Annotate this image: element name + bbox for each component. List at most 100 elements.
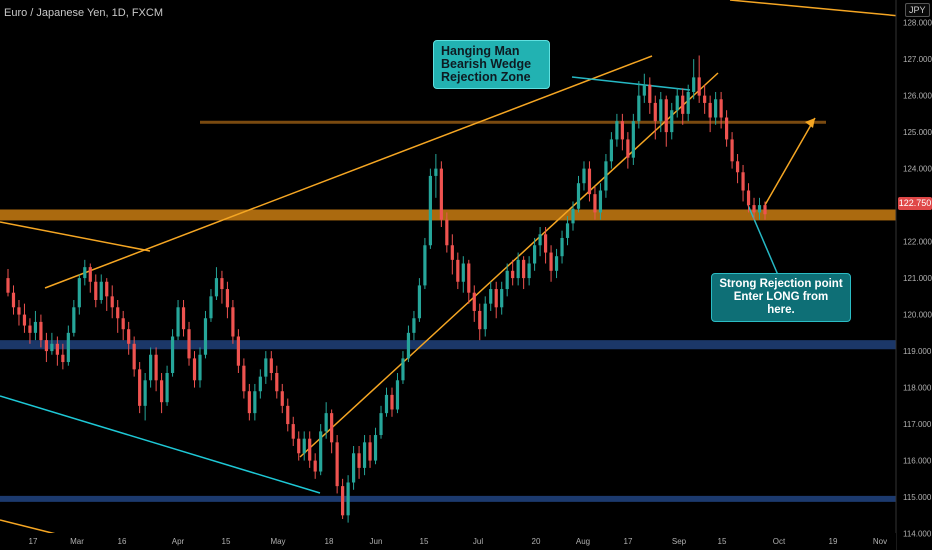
candle-body [39, 321, 43, 341]
candle-body [445, 219, 449, 246]
candle-body [598, 190, 603, 213]
time-tick-label: 20 [532, 537, 541, 546]
candle-body [384, 394, 389, 414]
callout-line-1: Strong Rejection point [719, 278, 843, 290]
candle-body [697, 77, 701, 96]
candle-body [149, 354, 153, 381]
candle-body [604, 161, 608, 191]
candle-body [439, 168, 443, 220]
callout-line-2: Bearish Wedge [441, 57, 532, 71]
candle-body [220, 278, 224, 290]
candle-body [494, 289, 498, 308]
callout-line-1: Hanging Man [441, 44, 520, 58]
candle-body [543, 234, 548, 253]
candle-body [203, 318, 208, 355]
time-tick-label: May [270, 537, 285, 546]
candle-body [730, 139, 734, 162]
candle-body [99, 281, 103, 300]
candle-body [631, 121, 635, 158]
candle-body [143, 380, 147, 406]
time-tick-label: Oct [773, 537, 786, 546]
candle-body [406, 332, 411, 359]
candle-body [428, 175, 432, 246]
candle-body [94, 281, 98, 300]
time-tick-label: Jul [473, 537, 483, 546]
candle-body [308, 438, 312, 461]
callout2-pointer [747, 204, 779, 276]
price-tick-label: 117.000 [903, 420, 932, 429]
candle-body [55, 343, 59, 355]
price-tick-label: 114.000 [903, 530, 932, 539]
candle-body [719, 99, 723, 118]
candle-body [258, 376, 262, 392]
candle-body [127, 329, 131, 344]
candle-body [434, 168, 438, 176]
candle-body [176, 307, 180, 337]
price-tick-label: 115.000 [903, 493, 932, 502]
candle-body [253, 391, 257, 414]
candle-body [511, 270, 515, 279]
price-tick-label: 121.000 [903, 274, 932, 283]
candle-body [675, 95, 679, 111]
candle-body [642, 84, 646, 96]
candle-body [132, 343, 136, 370]
candle-body [335, 442, 339, 487]
price-tick-label: 128.000 [903, 19, 932, 28]
candle-body [351, 453, 356, 483]
time-tick-label: Sep [672, 537, 687, 546]
time-tick-label: 15 [718, 537, 727, 546]
candle-body [533, 245, 537, 264]
candle-body [467, 263, 471, 293]
candle-body [576, 183, 581, 209]
time-axis-bg [0, 533, 896, 550]
candle-body [33, 321, 38, 333]
rejection-callout[interactable]: Strong Rejection point Enter LONG from h… [711, 273, 851, 322]
candle-body [165, 372, 169, 403]
hanging-man-callout[interactable]: Hanging Man Bearish Wedge Rejection Zone [433, 40, 550, 89]
candle-body [341, 486, 345, 516]
candle-body [401, 358, 405, 381]
time-tick-label: 15 [222, 537, 231, 546]
candle-body [77, 278, 81, 308]
time-tick-label: Jun [370, 537, 383, 546]
candle-body [593, 194, 597, 213]
candle-body [670, 110, 674, 133]
time-tick-label: Mar [70, 537, 84, 546]
candle-body [11, 292, 16, 308]
candle-body [28, 325, 32, 333]
current-price-tag: 122.750 [898, 197, 932, 210]
candle-body [746, 190, 751, 206]
symbol-title: Euro / Japanese Yen, 1D, FXCM [4, 7, 163, 19]
callout-line-2: Enter LONG from here. [733, 291, 829, 316]
candle-body [527, 263, 531, 279]
candle-body [708, 102, 712, 118]
candle-body [516, 259, 520, 279]
candle-body [565, 223, 570, 238]
candle-body [88, 267, 92, 282]
bottom-trendline [0, 519, 61, 536]
candle-body [275, 372, 279, 392]
time-tick-label: 16 [118, 537, 127, 546]
candle-body [121, 318, 125, 330]
wedge-upper-line [44, 55, 653, 289]
candle-body [714, 99, 718, 118]
time-tick-label: 19 [829, 537, 838, 546]
callout1-pointer [571, 76, 691, 91]
candle-body [61, 354, 65, 363]
candle-body [659, 99, 663, 122]
candle-body [22, 314, 27, 326]
price-tick-label: 122.000 [903, 238, 932, 247]
candle-body [763, 205, 767, 215]
candle-body [6, 278, 10, 293]
candle-body [587, 168, 592, 195]
candle-body [44, 340, 48, 352]
candle-body [50, 343, 54, 352]
candle-body [286, 405, 290, 425]
support-zone-blue [0, 340, 896, 350]
currency-badge[interactable]: JPY [905, 3, 930, 17]
price-tick-label: 120.000 [903, 311, 932, 320]
candle-body [686, 91, 690, 114]
candle-body [269, 358, 273, 373]
